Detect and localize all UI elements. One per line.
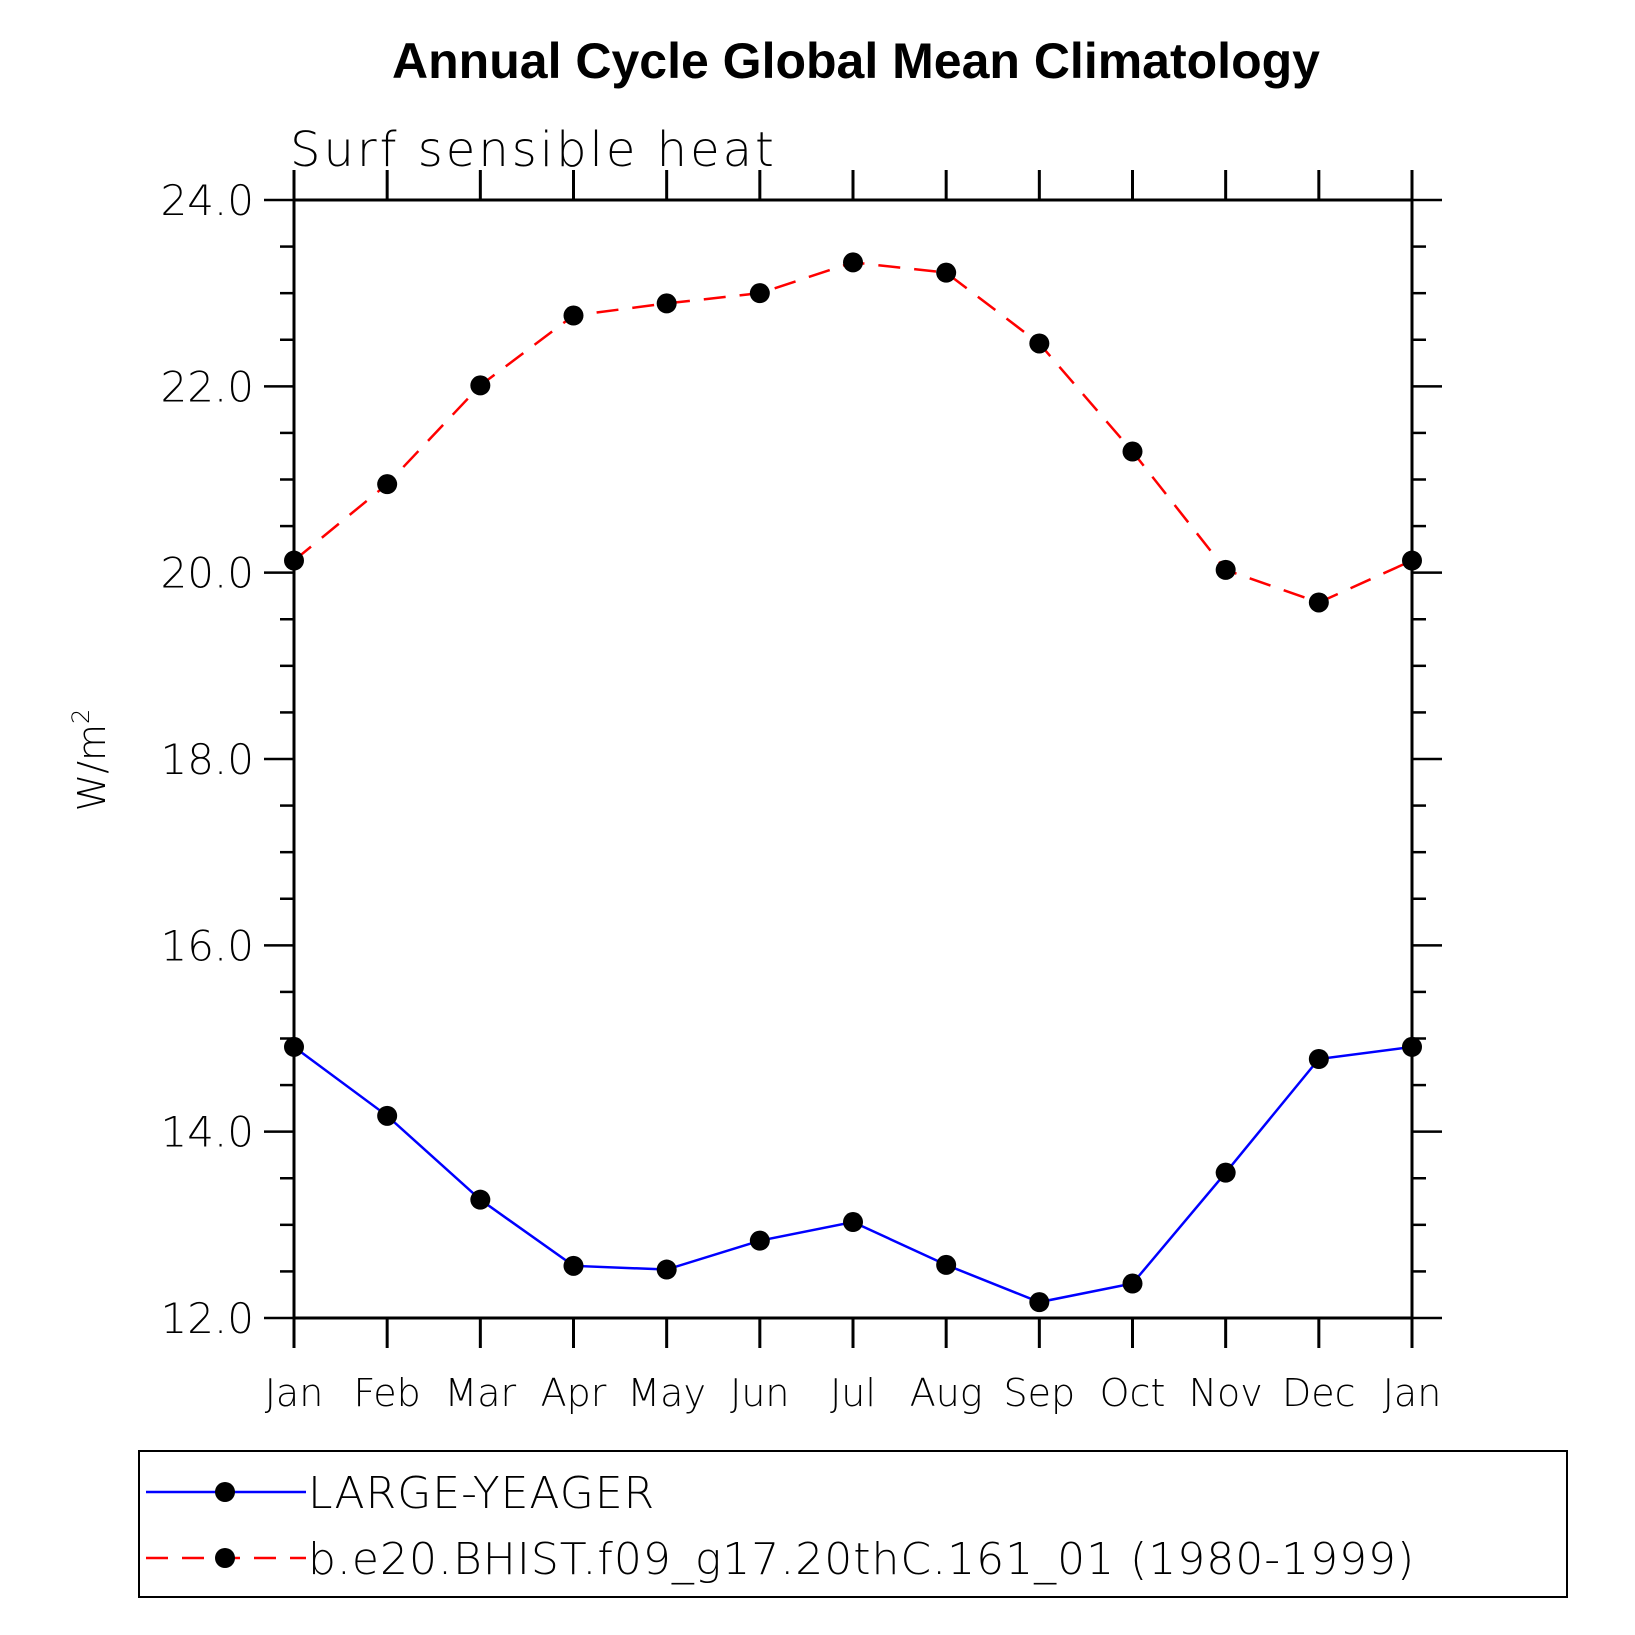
x-tick-label: Aug — [910, 1371, 983, 1415]
legend-marker-large-yeager — [215, 1482, 235, 1502]
data-point — [1215, 559, 1236, 580]
y-tick-label: 22.0 — [160, 362, 254, 411]
chart-title: Annual Cycle Global Mean Climatology — [392, 33, 1320, 89]
data-point — [1402, 550, 1422, 571]
legend-box — [138, 1450, 1568, 1598]
y-axis-label-superscript: 2 — [67, 709, 95, 724]
x-tick-label: Jun — [730, 1371, 789, 1415]
series-line-0 — [293, 1045, 1413, 1304]
y-axis-label-text: W/m — [70, 724, 114, 811]
y-tick-label: 12.0 — [160, 1294, 254, 1343]
x-tick-label: Apr — [541, 1371, 607, 1415]
y-tick-label: 16.0 — [160, 921, 254, 970]
legend: LARGE-YEAGER b.e20.BHIST.f09_g17.20thC.1… — [138, 1450, 1568, 1598]
data-point — [1308, 1048, 1329, 1069]
x-tick-label: Mar — [444, 1371, 516, 1415]
legend-label-bhist: b.e20.BHIST.f09_g17.20thC.161_01 (1980-1… — [308, 1534, 1415, 1585]
y-tick-label: 20.0 — [160, 549, 254, 598]
data-point — [936, 262, 957, 283]
x-tick-label: May — [627, 1371, 706, 1415]
data-point — [284, 1036, 304, 1057]
data-point — [1122, 1273, 1143, 1294]
x-tick-label: Oct — [1100, 1371, 1166, 1415]
data-point — [1308, 592, 1329, 613]
x-tick-label: Jan — [265, 1371, 324, 1415]
data-point — [1215, 1162, 1236, 1183]
series-line-1 — [293, 261, 1413, 604]
chart-subtitle: Surf sensible heat — [290, 122, 777, 178]
data-point — [470, 1189, 491, 1210]
data-point — [843, 252, 863, 273]
svg-text:W/m2: W/m2 — [67, 709, 114, 812]
data-point — [470, 375, 491, 396]
legend-marker-bhist — [215, 1548, 235, 1568]
data-point — [1402, 1036, 1422, 1057]
data-point — [656, 1259, 677, 1280]
y-tick-label: 18.0 — [160, 735, 254, 784]
data-point — [656, 293, 677, 314]
x-tick-label: Jul — [830, 1371, 876, 1415]
data-point — [1029, 333, 1050, 354]
x-tick-label: Dec — [1282, 1371, 1356, 1415]
x-tick-label: Jan — [1383, 1371, 1442, 1415]
data-point — [377, 474, 398, 495]
data-point — [749, 1230, 770, 1251]
data-point — [749, 283, 770, 304]
data-point — [563, 1255, 584, 1276]
data-point — [563, 305, 584, 326]
data-point — [1029, 1292, 1050, 1313]
data-point — [377, 1105, 398, 1126]
data-point — [843, 1212, 863, 1233]
y-tick-label: 14.0 — [160, 1108, 254, 1157]
x-tick-label: Sep — [1004, 1371, 1076, 1415]
y-axis-label: W/m2 — [67, 709, 114, 812]
x-tick-label: Nov — [1189, 1371, 1263, 1415]
data-point — [284, 550, 304, 571]
x-tick-label: Feb — [354, 1371, 421, 1415]
data-point — [1122, 441, 1143, 462]
data-point — [936, 1254, 957, 1275]
legend-label-large-yeager: LARGE-YEAGER — [308, 1468, 655, 1519]
y-tick-label: 24.0 — [160, 176, 254, 225]
